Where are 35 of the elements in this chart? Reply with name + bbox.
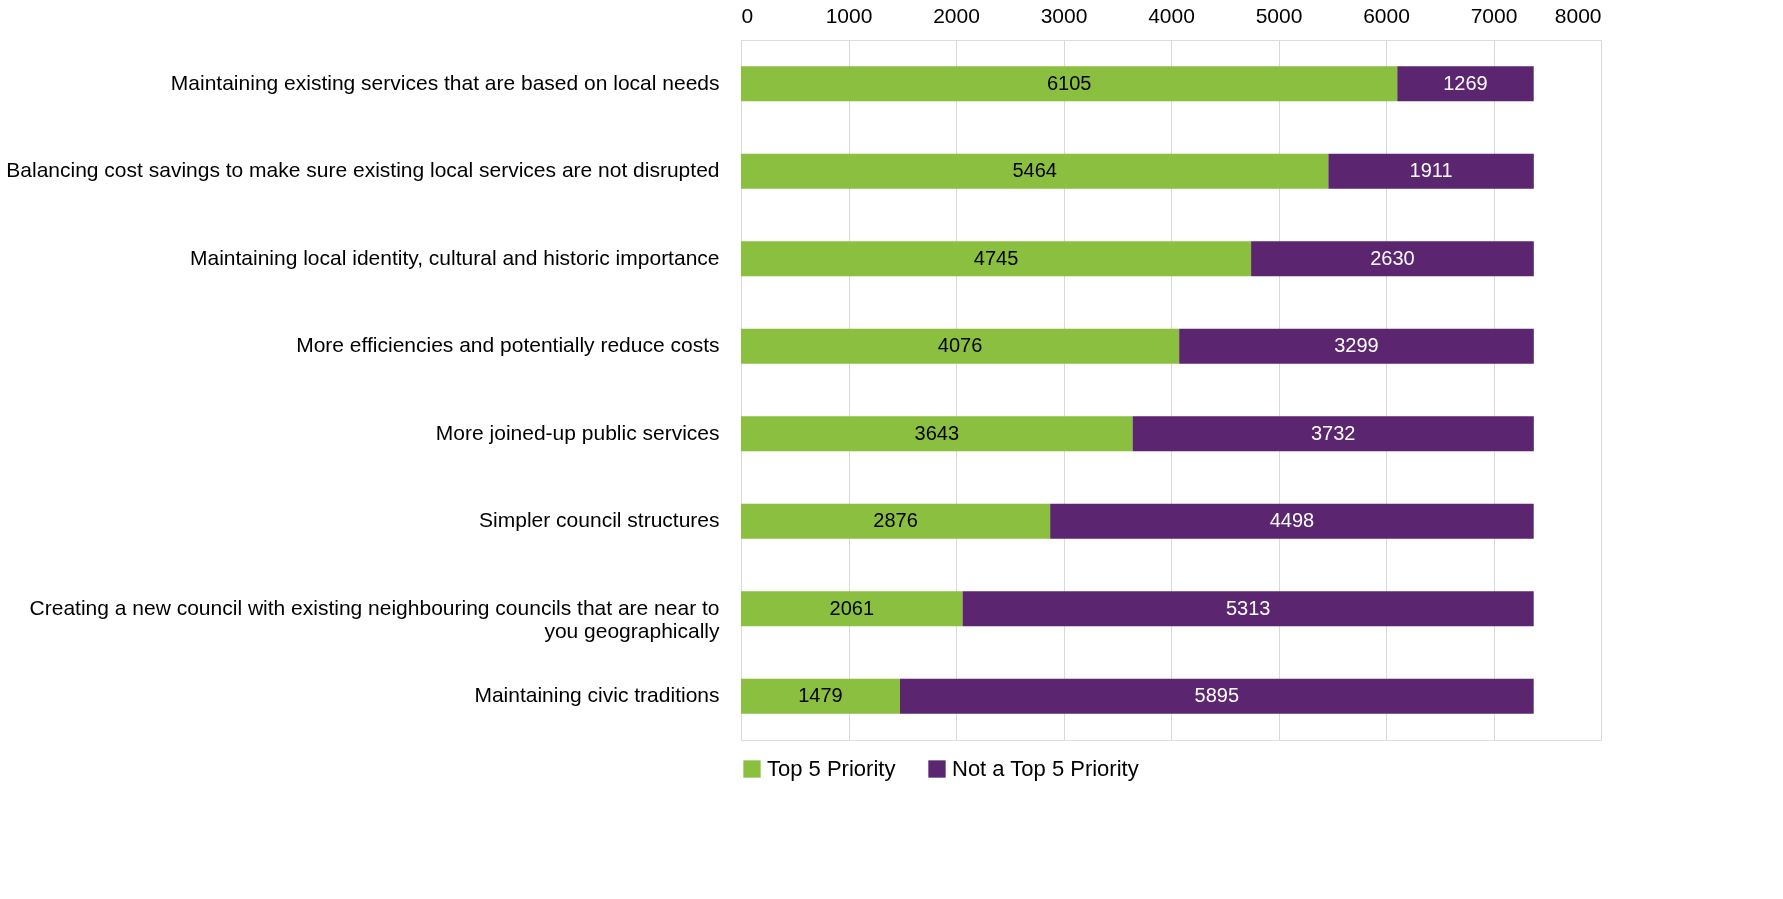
- y-tick-label: Creating a new council with existing neighbouring councils that are near to you geographically: [29, 595, 720, 642]
- x-tick-label: 6000: [1363, 3, 1410, 27]
- data-label: 5313: [1225, 596, 1271, 619]
- data-label: 6105: [1046, 71, 1092, 94]
- x-tick-label: 8000: [1554, 3, 1602, 27]
- y-tick-label: Balancing cost savings to make sure existing local services are not disrupted: [6, 158, 720, 182]
- x-tick-label: 7000: [1470, 3, 1518, 27]
- data-label: 5464: [1012, 159, 1057, 182]
- x-tick-label: 2000: [933, 3, 980, 27]
- data-label: 4076: [937, 334, 983, 357]
- y-tick-label: More efficiencies and potentially reduce costs: [296, 333, 720, 357]
- data-label: 3299: [1334, 334, 1379, 357]
- x-tick-label: 4000: [1148, 3, 1195, 27]
- data-label: 1479: [798, 684, 843, 707]
- y-tick-label: Maintaining civic traditions: [474, 683, 720, 707]
- y-tick-label: More joined-up public services: [435, 420, 720, 444]
- data-label: 4745: [973, 246, 1019, 269]
- y-tick-label: Simpler council structures: [479, 508, 720, 532]
- data-label: 1911: [1409, 159, 1453, 182]
- x-tick-label: 1000: [825, 3, 873, 27]
- data-label: 5895: [1194, 684, 1240, 707]
- data-label: 3643: [914, 421, 960, 444]
- legend-label: Top 5 Priority: [767, 756, 896, 781]
- data-label: 2061: [829, 596, 875, 619]
- data-label: 1269: [1443, 71, 1488, 94]
- y-tick-label: Maintaining existing services that are based on local needs: [170, 70, 720, 94]
- data-label: 2876: [873, 509, 918, 532]
- legend-label: Not a Top 5 Priority: [952, 756, 1139, 781]
- data-label: 2630: [1370, 246, 1415, 269]
- data-label: 4498: [1269, 509, 1315, 532]
- y-tick-label: Maintaining local identity, cultural and historic importance: [189, 245, 720, 269]
- data-label: 3732: [1310, 421, 1356, 444]
- x-tick-label: 3000: [1040, 3, 1088, 27]
- x-tick-label: 0: [741, 3, 754, 27]
- x-tick-label: 5000: [1255, 3, 1303, 27]
